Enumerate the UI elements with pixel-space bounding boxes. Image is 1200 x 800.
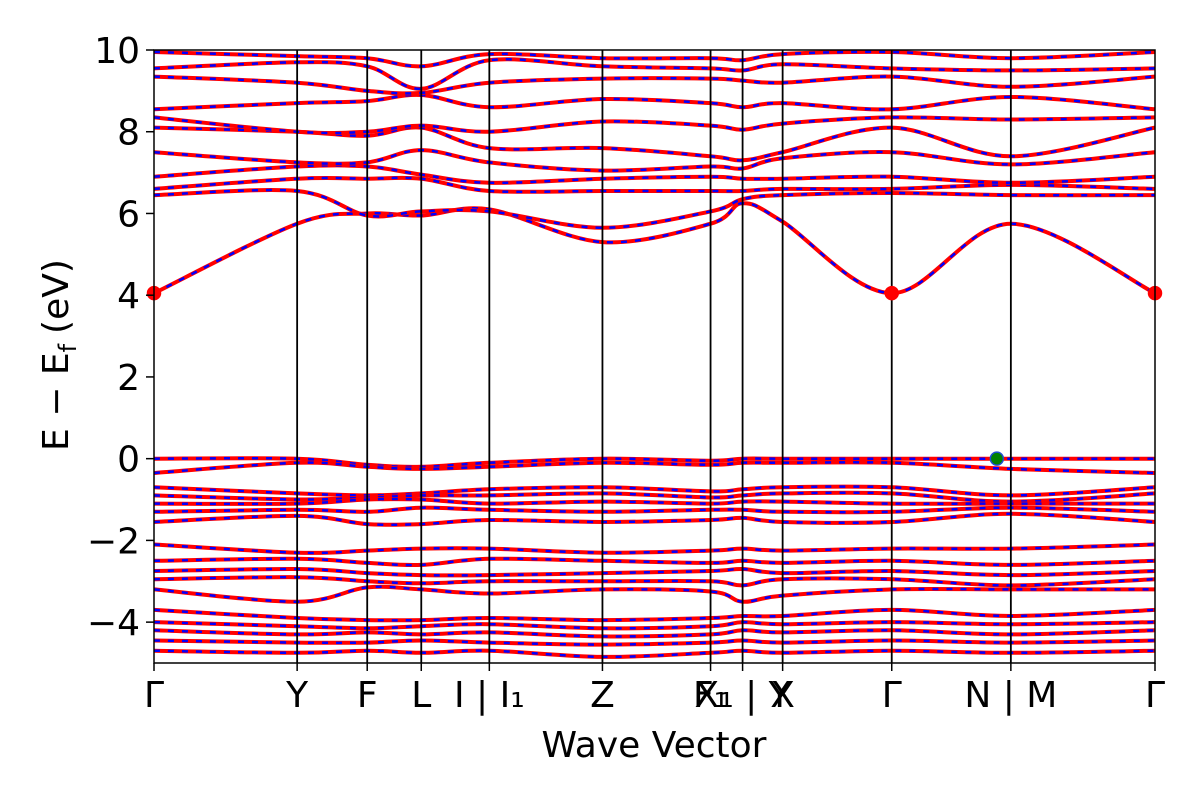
band-26-spin-up [154, 628, 1155, 639]
x-axis-title: Wave Vector [542, 725, 767, 766]
y-tick-label-2: 0 [117, 440, 140, 481]
band-18-spin-up [154, 511, 1155, 527]
x-tick-label-10: N | M [964, 675, 1057, 716]
y-tick-label-1: −2 [87, 521, 140, 562]
band-26-spin-down [154, 629, 1155, 638]
band-20-spin-up [154, 556, 1155, 568]
band-5-spin-down [154, 148, 1155, 172]
band-1-spin-up [154, 201, 1155, 296]
x-tick-label-2: F [357, 675, 378, 716]
band-10-spin-down [154, 58, 1155, 91]
band-3-spin-up [154, 175, 1155, 194]
band-14-spin-down [154, 485, 1155, 497]
y-tick-label-4: 4 [117, 276, 140, 317]
x-tick-label-11: Γ [1145, 675, 1165, 716]
band-18-spin-down [154, 512, 1155, 527]
band-19-spin-down [154, 543, 1155, 555]
extrema-markers [146, 285, 1163, 466]
band-20-spin-down [154, 557, 1155, 567]
y-tick-label-0: −4 [87, 603, 140, 644]
band-17-spin-up [154, 505, 1155, 515]
band-3-spin-down [154, 176, 1155, 194]
band-2-spin-down [154, 188, 1155, 230]
band-6-spin-down [154, 126, 1155, 162]
bands-layer [154, 50, 1155, 659]
y-tick-label-5: 6 [117, 194, 140, 235]
x-tick-label-7: X₁ | Y [695, 675, 792, 716]
x-tick-label-4: I | I₁ [454, 675, 525, 716]
band-11-spin-down [154, 50, 1155, 68]
band-19-spin-up [154, 542, 1155, 555]
y-axis-title: E − Ef (eV) [36, 259, 82, 451]
cbm-marker-1 [884, 285, 899, 301]
y-axis-title-main: E − E [36, 352, 77, 451]
plot-frame [153, 49, 1156, 664]
x-tick-label-1: Y [285, 675, 309, 716]
band-8-spin-down [154, 93, 1155, 111]
x-tick-label-6: F₁ [693, 675, 728, 716]
band-4-spin-down [154, 164, 1155, 185]
band-15-spin-down [154, 491, 1155, 503]
x-tick-label-0: Γ [144, 675, 164, 716]
y-axis-ticks: −4 −2 0 2 4 6 8 10 [87, 31, 154, 644]
band-22-spin-down [154, 575, 1155, 587]
band-1-spin-down [154, 202, 1155, 295]
band-21-spin-up [154, 566, 1155, 578]
band-9-spin-down [154, 75, 1155, 95]
band-27-spin-up [154, 638, 1155, 647]
y-tick-label-7: 10 [94, 31, 140, 72]
band-13-spin-down [154, 461, 1155, 475]
band-24-spin-down [154, 608, 1155, 622]
high-symmetry-lines [296, 50, 1012, 663]
band-17-spin-down [154, 506, 1155, 514]
band-24-spin-up [154, 607, 1155, 623]
x-tick-label-3: L [411, 675, 431, 716]
band-27-spin-down [154, 639, 1155, 646]
band-28-spin-up [154, 648, 1155, 659]
band-25-spin-up [154, 620, 1155, 631]
x-tick-label-5: Z [590, 675, 615, 716]
vbm-marker-3 [989, 451, 1005, 466]
x-tick-label-8: X [770, 675, 795, 716]
band-16-spin-down [154, 497, 1155, 506]
band-21-spin-down [154, 567, 1155, 577]
band-22-spin-up [154, 575, 1155, 588]
y-tick-label-3: 2 [117, 358, 140, 399]
band-12-spin-down [154, 456, 1155, 469]
y-axis-title-unit: (eV) [36, 259, 77, 334]
y-axis-title-subscript: f [54, 343, 82, 352]
band-23-spin-down [154, 585, 1155, 603]
band-7-spin-down [154, 116, 1155, 135]
x-tick-label-9: Γ [882, 675, 902, 716]
band-25-spin-down [154, 620, 1155, 630]
band-13-spin-up [154, 460, 1155, 475]
band-28-spin-down [154, 649, 1155, 659]
y-tick-label-6: 8 [117, 113, 140, 154]
band-9-spin-up [154, 74, 1155, 96]
